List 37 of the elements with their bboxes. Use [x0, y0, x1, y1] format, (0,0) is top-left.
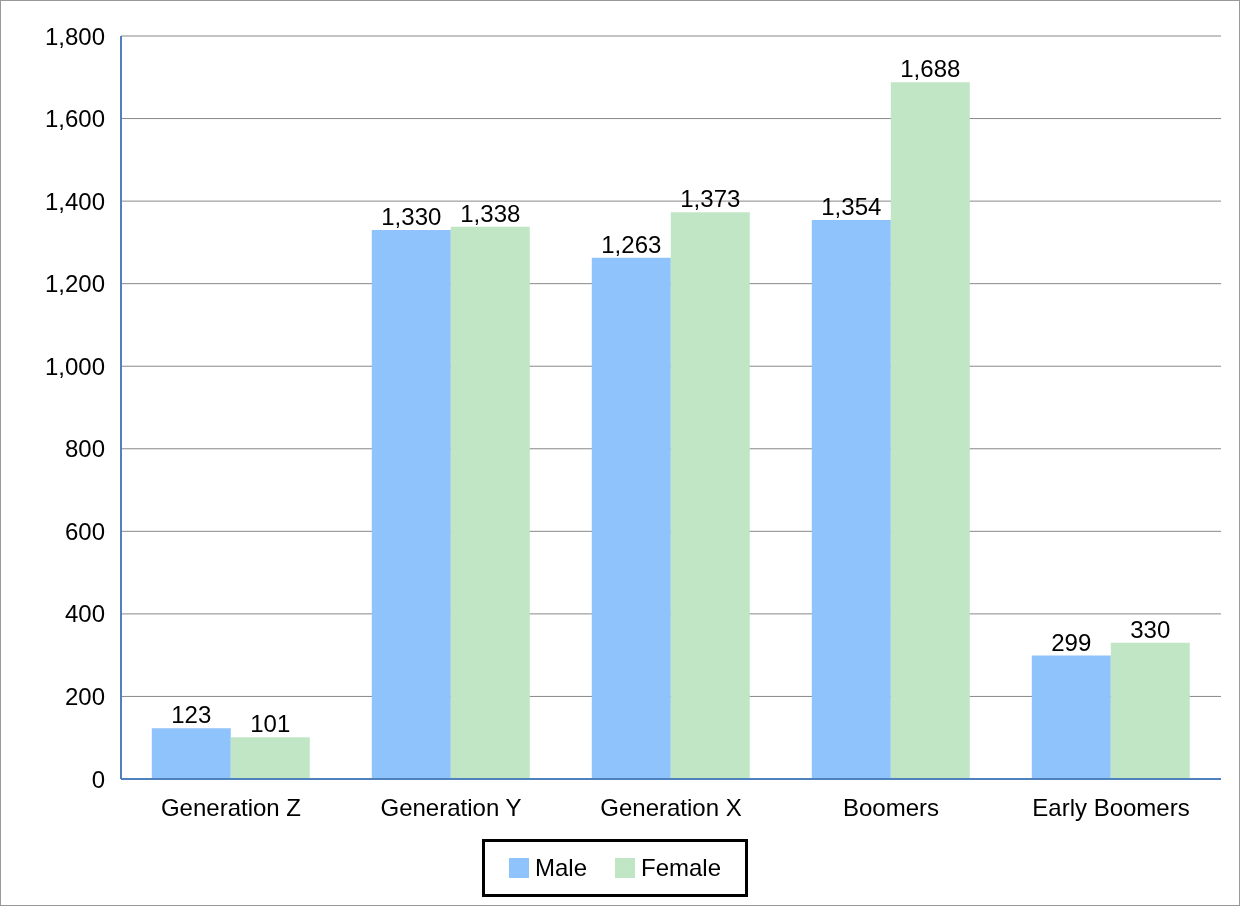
data-label: 299 [1051, 628, 1092, 656]
x-tick-label: Boomers [842, 794, 940, 822]
bar [591, 257, 671, 779]
y-tick-label: 800 [64, 435, 105, 463]
bar [371, 230, 451, 779]
y-tick-label: 0 [91, 765, 105, 793]
y-tick-label: 1,400 [44, 187, 105, 215]
x-tick-label: Early Boomers [1032, 794, 1190, 822]
bar [890, 82, 970, 779]
y-tick-label: 600 [64, 517, 105, 545]
legend-label: Female [640, 854, 722, 882]
data-label: 330 [1130, 615, 1171, 643]
data-label: 1,263 [601, 230, 662, 258]
data-label: 101 [250, 710, 291, 738]
bar [811, 220, 891, 779]
y-tick-label: 1,200 [44, 270, 105, 298]
bar [1031, 655, 1111, 779]
x-tick-label: Generation Z [160, 794, 302, 822]
bar [230, 737, 310, 779]
y-tick-label: 400 [64, 600, 105, 628]
y-tick-label: 200 [64, 682, 105, 710]
x-tick-label: Generation X [600, 794, 742, 822]
bar [151, 728, 231, 779]
data-label: 123 [171, 701, 212, 729]
bar [450, 226, 530, 779]
legend-label: Male [533, 854, 587, 882]
data-label: 1,354 [821, 193, 882, 221]
data-label: 1,330 [381, 203, 442, 231]
data-label: 1,338 [460, 199, 521, 227]
data-label: 1,373 [680, 185, 741, 213]
bar [1110, 642, 1190, 779]
y-tick-label: 1,800 [44, 22, 105, 50]
data-label: 1,688 [900, 55, 961, 83]
y-tick-label: 1,600 [44, 105, 105, 133]
bar [670, 212, 750, 779]
y-tick-label: 1,000 [44, 352, 105, 380]
x-tick-label: Generation Y [380, 794, 522, 822]
